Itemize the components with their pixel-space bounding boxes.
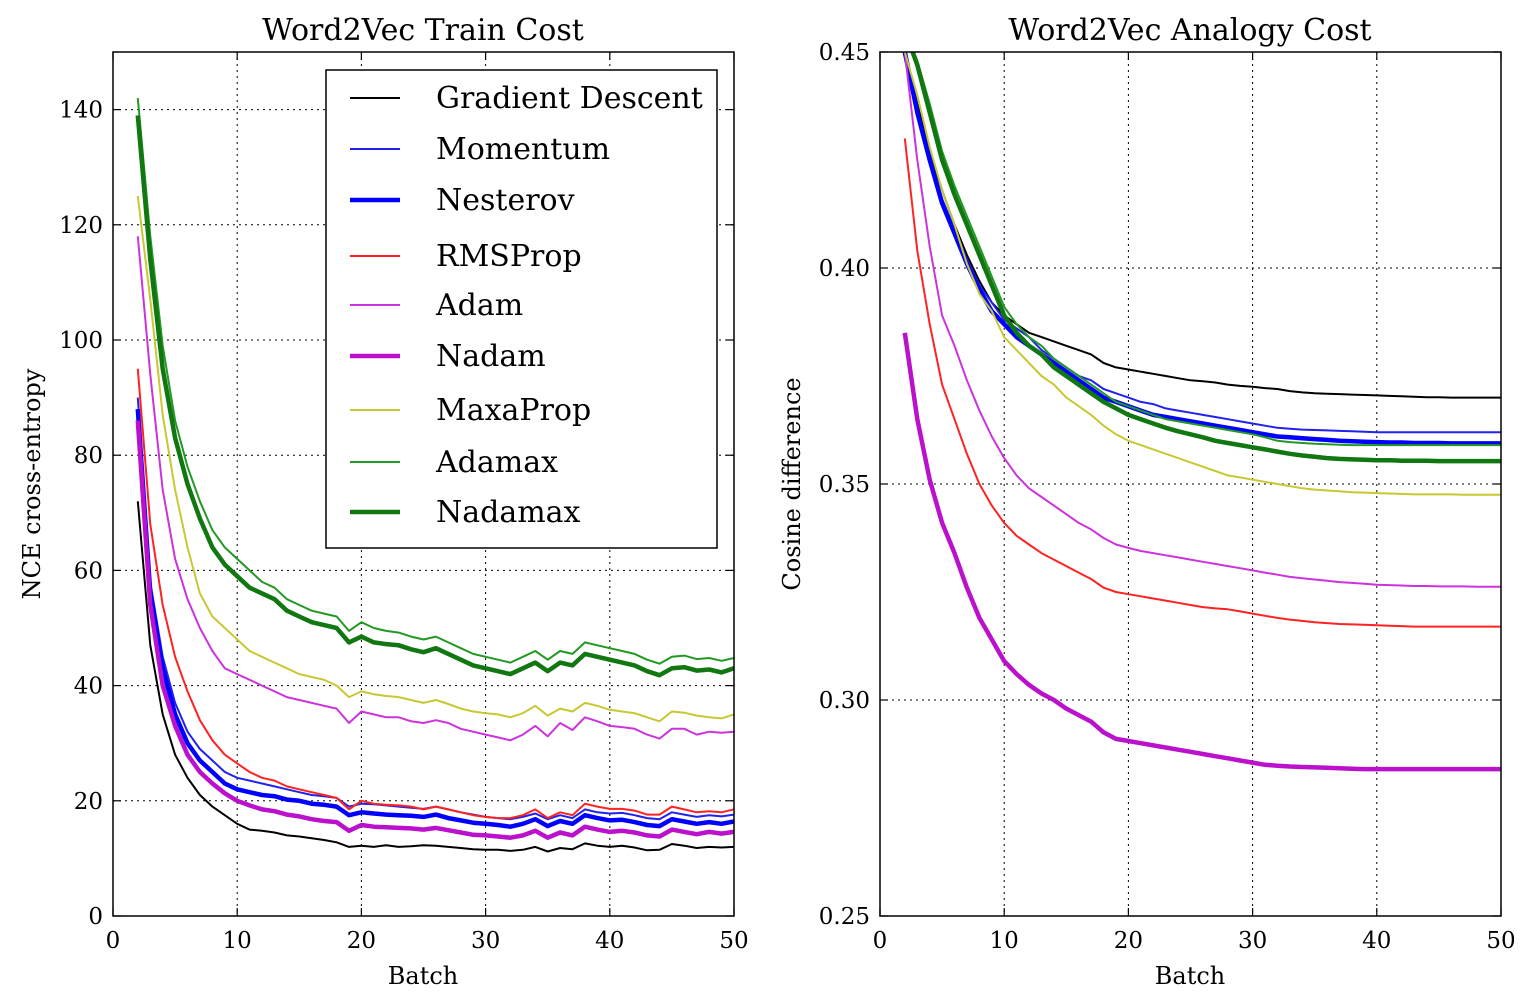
series-line-train-gradient-descent: [136, 501, 734, 853]
series-line-analogy-nadamax: [910, 52, 1501, 464]
ticks-train: 0 10 20 30 40 50 0 20 40 60 80 100 120 140: [59, 52, 749, 954]
legend-label-adam: Adam: [435, 288, 523, 323]
legend-label-nadamax: Nadamax: [436, 495, 581, 530]
x-tick-label: 20: [1114, 928, 1143, 954]
series-line-analogy-gradient-descent: [903, 52, 1501, 399]
x-axis-label-analogy: Batch: [1155, 962, 1226, 990]
x-tick-label: 30: [471, 928, 500, 954]
legend: Gradient Descent Momentum Nesterov RMSProp A…: [325, 69, 718, 549]
x-tick-label: 40: [1362, 928, 1391, 954]
series-line-train-maxaprop: [136, 195, 734, 723]
series-line-train-nadam: [135, 420, 734, 840]
legend-label-gradient-descent: Gradient Descent: [436, 81, 703, 116]
y-tick-label: 0.45: [819, 40, 870, 66]
legend-label-maxaprop: MaxaProp: [436, 393, 591, 428]
legend-label-momentum: Momentum: [436, 132, 610, 167]
y-tick-label: 140: [59, 98, 103, 124]
series-line-analogy-momentum: [903, 52, 1501, 434]
series-line-train-adam: [136, 236, 734, 742]
series-line-train-nesterov: [135, 408, 734, 829]
y-tick-label: 0.40: [819, 256, 870, 282]
legend-label-nesterov: Nesterov: [436, 183, 575, 218]
ticks-analogy: 0 10 20 30 40 50 0.25 0.30 0.35 0.40 0.45: [819, 40, 1516, 954]
x-tick-label: 0: [873, 928, 888, 954]
y-tick-label: 120: [59, 213, 103, 239]
series-line-analogy-rmsprop: [903, 138, 1501, 628]
legend-label-nadam: Nadam: [436, 339, 546, 374]
x-tick-label: 0: [106, 928, 121, 954]
chart-analogy-cost: Word2Vec Analogy Cost 0 10 20 30 40 50 0.25 0.3…: [778, 13, 1516, 990]
y-tick-label: 80: [74, 443, 103, 469]
y-tick-label: 0: [88, 904, 103, 930]
y-tick-label: 100: [59, 328, 103, 354]
y-tick-label: 0.30: [819, 688, 870, 714]
x-axis-label-train: Batch: [388, 962, 459, 990]
series-group-train: [135, 98, 734, 853]
grid-analogy: [880, 52, 1501, 916]
legend-label-rmsprop: RMSProp: [436, 239, 582, 274]
y-tick-label: 20: [74, 789, 103, 815]
chart-title-train: Word2Vec Train Cost: [262, 13, 584, 48]
y-tick-label: 40: [74, 674, 103, 700]
legend-label-adamax: Adamax: [435, 445, 558, 480]
series-line-analogy-adamax: [912, 52, 1501, 447]
series-line-analogy-nadam: [902, 332, 1501, 772]
y-tick-label: 60: [74, 558, 103, 584]
x-tick-label: 50: [719, 928, 748, 954]
y-tick-label: 0.35: [819, 472, 870, 498]
series-line-train-adamax: [136, 98, 734, 665]
x-tick-label: 10: [990, 928, 1019, 954]
chart-title-analogy: Word2Vec Analogy Cost: [1008, 13, 1371, 48]
x-tick-label: 40: [595, 928, 624, 954]
series-line-train-nadamax: [135, 115, 734, 678]
x-tick-label: 10: [223, 928, 252, 954]
plot-frame-analogy: [879, 51, 1502, 917]
y-axis-label-train: NCE cross-entropy: [18, 368, 46, 599]
x-tick-label: 30: [1238, 928, 1267, 954]
y-axis-label-analogy: Cosine difference: [778, 377, 806, 590]
series-group-analogy: [902, 52, 1501, 772]
series-line-analogy-maxaprop: [903, 52, 1501, 496]
y-tick-label: 0.25: [819, 904, 870, 930]
x-tick-label: 50: [1486, 928, 1515, 954]
series-line-train-rmsprop: [136, 368, 734, 820]
plot-frame-train: [112, 51, 735, 917]
chart-train-cost: Word2Vec Train Cost 0 10 20 30 40 50 0 20 40 60 80…: [18, 13, 749, 990]
series-line-analogy-adam: [903, 52, 1501, 588]
x-tick-label: 20: [347, 928, 376, 954]
series-line-analogy-nesterov: [902, 52, 1501, 446]
